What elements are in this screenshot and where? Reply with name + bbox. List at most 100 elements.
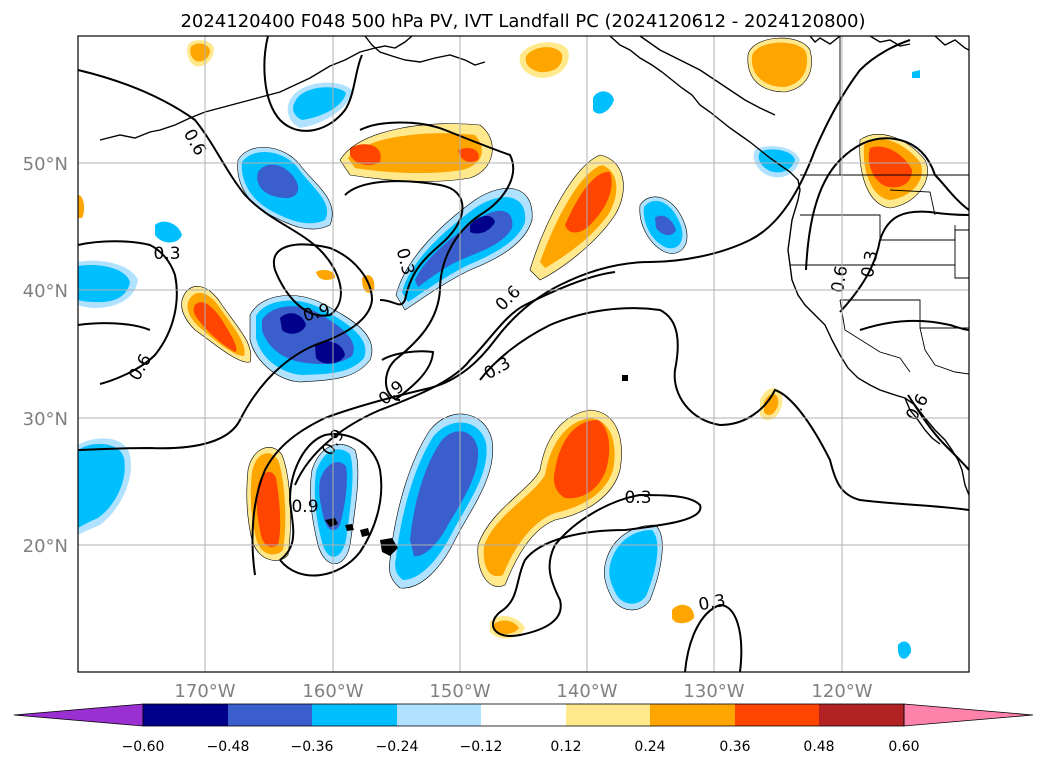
colorbar: −0.60 −0.48 −0.36 −0.24 −0.12 0.12 0.24 … xyxy=(13,703,1034,755)
negative-anomaly xyxy=(758,149,795,173)
colorbar-tick-label: 0.48 xyxy=(803,739,834,755)
contour-label: 0.3 xyxy=(624,488,651,508)
positive-anomaly xyxy=(525,47,563,73)
positive-anomaly xyxy=(78,195,85,218)
coastline xyxy=(904,397,941,445)
lon-label: 150°W xyxy=(429,681,490,702)
coastline xyxy=(869,35,911,47)
colorbar-segment xyxy=(143,704,228,726)
positive-anomaly xyxy=(316,270,336,280)
contour-label: 0.3 xyxy=(858,249,882,279)
map-title: 2024120400 F048 500 hPa PV, IVT Landfall… xyxy=(180,11,865,32)
negative-anomaly xyxy=(655,215,676,236)
colorbar-segment xyxy=(566,704,650,726)
contour-line xyxy=(251,39,911,576)
lon-labels: 170°W 160°W 150°W 140°W 130°W 120°W xyxy=(174,681,872,702)
contour-label: 0.3 xyxy=(153,244,180,264)
contour-line xyxy=(805,137,970,271)
contour-label: 0.6 xyxy=(828,264,852,294)
contour-line xyxy=(279,433,383,577)
contour-line xyxy=(344,180,464,306)
contour-line xyxy=(859,319,970,331)
colorbar-tick-label: 0.24 xyxy=(634,739,665,755)
positive-anomaly xyxy=(751,42,808,87)
negative-anomaly xyxy=(78,264,130,303)
coastline xyxy=(639,35,776,116)
coastline xyxy=(934,35,970,51)
contour-line xyxy=(77,240,178,385)
colorbar-extend-min xyxy=(13,703,144,727)
colorbar-tick-label: −0.12 xyxy=(460,739,503,755)
colorbar-segment xyxy=(819,704,904,726)
positive-anomaly xyxy=(764,394,779,416)
contour-line xyxy=(907,394,970,471)
negative-anomaly xyxy=(410,431,479,557)
positive-anomaly xyxy=(350,144,381,166)
negative-anomaly xyxy=(593,91,614,114)
contour-line xyxy=(77,322,151,331)
contour-line xyxy=(359,121,515,401)
positive-anomaly xyxy=(868,146,912,188)
contour-line xyxy=(684,603,743,673)
lat-label: 20°N xyxy=(23,536,68,557)
lat-label: 50°N xyxy=(23,154,68,175)
positive-anomaly xyxy=(565,171,612,233)
contour-line xyxy=(77,69,374,451)
positive-anomaly xyxy=(553,420,610,499)
islands xyxy=(325,375,628,556)
lat-label: 40°N xyxy=(23,281,68,302)
coastline xyxy=(99,35,413,141)
negative-anomaly xyxy=(470,215,495,234)
contour-line xyxy=(294,271,616,486)
contour-line xyxy=(839,210,970,313)
island xyxy=(622,375,628,381)
colorbar-tick-label: −0.48 xyxy=(207,739,250,755)
colorbar-segment xyxy=(397,704,481,726)
colorbar-tick-label: −0.36 xyxy=(291,739,334,755)
border xyxy=(889,189,936,216)
lon-label: 140°W xyxy=(556,681,617,702)
contour-label: 0.9 xyxy=(291,497,318,517)
colorbar-tick-label: 0.12 xyxy=(550,739,581,755)
map-frame xyxy=(77,35,970,673)
border xyxy=(800,214,969,241)
colorbar-ticks: −0.60 −0.48 −0.36 −0.24 −0.12 0.12 0.24 … xyxy=(122,739,920,755)
island xyxy=(345,524,354,531)
positive-anomaly xyxy=(458,148,479,162)
colorbar-segment xyxy=(735,704,819,726)
colorbar-segment xyxy=(228,704,312,726)
lat-label: 30°N xyxy=(23,409,68,430)
contour-line xyxy=(492,493,702,637)
positive-anomaly xyxy=(494,620,519,634)
positive-anomaly xyxy=(256,471,281,548)
colorbar-segment xyxy=(481,704,566,726)
colorbar-segment xyxy=(650,704,735,726)
negative-anomaly xyxy=(912,70,920,78)
lat-labels: 50°N 40°N 30°N 20°N xyxy=(23,154,68,557)
negative-anomaly xyxy=(315,341,345,364)
coastline xyxy=(609,35,970,496)
colorbar-tick-label: 0.60 xyxy=(888,739,919,755)
coastline xyxy=(809,35,841,45)
positive-anomaly xyxy=(193,302,237,352)
contour-line xyxy=(263,35,363,132)
colorbar-extend-max xyxy=(903,703,1034,727)
colorbar-tick-label: −0.24 xyxy=(376,739,419,755)
negative-anomaly xyxy=(280,313,306,334)
negative-anomaly xyxy=(609,530,658,604)
contour-line xyxy=(381,350,435,401)
coastlines xyxy=(99,35,970,496)
colorbar-tick-label: 0.36 xyxy=(719,739,750,755)
borders xyxy=(790,36,970,375)
negative-anomaly xyxy=(78,443,125,528)
lon-label: 170°W xyxy=(174,681,235,702)
border xyxy=(840,299,969,329)
lon-label: 160°W xyxy=(302,681,363,702)
contour-label: 0.3 xyxy=(697,591,727,615)
border xyxy=(919,327,970,375)
island xyxy=(360,528,370,537)
lon-label: 130°W xyxy=(683,681,744,702)
coastline xyxy=(364,35,486,66)
colorbar-segment xyxy=(312,704,397,726)
